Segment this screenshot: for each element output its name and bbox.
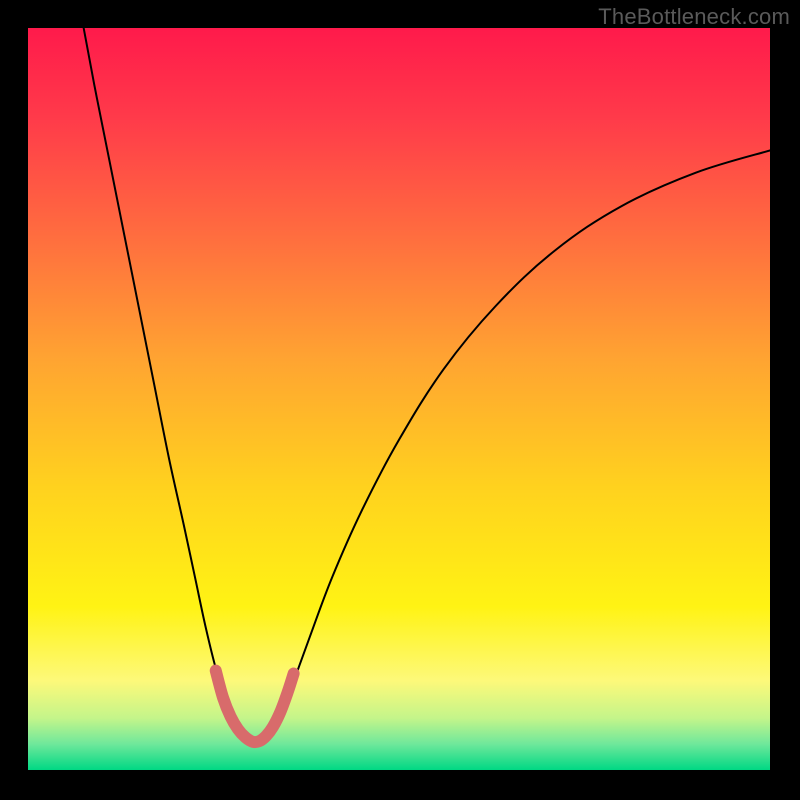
- watermark-label: TheBottleneck.com: [598, 4, 790, 30]
- outer-frame: TheBottleneck.com: [0, 0, 800, 800]
- chart-svg: [28, 28, 770, 770]
- chart-background: [28, 28, 770, 770]
- plot-area: [28, 28, 770, 770]
